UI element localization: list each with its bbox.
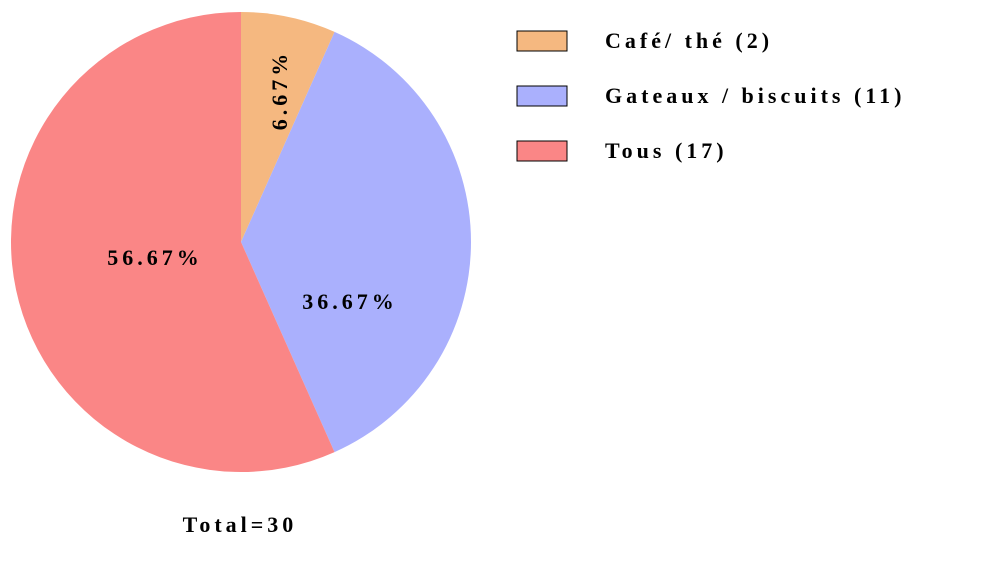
- legend-swatch: [516, 140, 568, 162]
- data-label: 56.67%: [107, 245, 203, 270]
- pie-slice: [241, 31, 471, 453]
- legend-swatch: [516, 30, 568, 52]
- legend-label: Café/ thé (2): [605, 28, 773, 53]
- pie-slice: [10, 12, 335, 473]
- data-label: 6.67%: [267, 50, 292, 131]
- data-label: 36.67%: [302, 289, 398, 314]
- legend-swatch: [516, 85, 568, 107]
- pie-slice: [241, 12, 335, 242]
- total-label: Total=30: [183, 512, 298, 537]
- legend-label: Gateaux / biscuits (11): [605, 83, 905, 108]
- legend-label: Tous (17): [605, 138, 728, 163]
